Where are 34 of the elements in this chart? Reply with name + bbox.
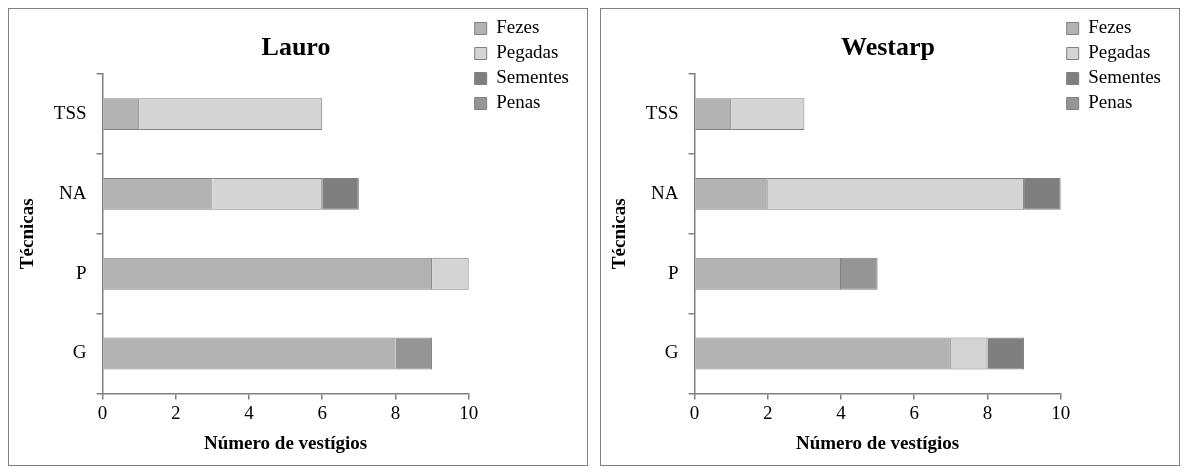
x-tick-label: 8 — [982, 401, 993, 423]
x-tick-label: 0 — [689, 401, 700, 423]
legend-label: Sementes — [496, 66, 570, 88]
x-tick-label: 8 — [390, 401, 401, 423]
y-tick-label: G — [72, 341, 87, 363]
y-tick-label: TSS — [53, 102, 87, 124]
x-tick-label: 2 — [171, 401, 181, 423]
x-tick-label: 10 — [459, 401, 479, 423]
legend-label: Penas — [1088, 91, 1133, 113]
chart-title: Westarp — [841, 32, 935, 62]
y-tick-label: P — [75, 261, 87, 283]
x-tick-label: 6 — [317, 401, 327, 423]
y-tick-label: NA — [59, 181, 87, 203]
legend-label: Fezes — [496, 16, 540, 38]
y-axis-title: Técnicas — [16, 198, 38, 270]
legend-label: Fezes — [1088, 16, 1132, 38]
y-tick-label: P — [667, 261, 679, 283]
x-tick-label: 4 — [244, 401, 255, 423]
x-tick-label: 0 — [97, 401, 108, 423]
legend-label: Pegadas — [1088, 41, 1151, 63]
x-tick-label: 2 — [763, 401, 773, 423]
y-axis-title: Técnicas — [608, 198, 630, 270]
legend-label: Penas — [496, 91, 541, 113]
chart-title: Lauro — [261, 32, 331, 62]
x-tick-label: 10 — [1051, 401, 1071, 423]
legend-label: Pegadas — [496, 41, 559, 63]
x-axis-title: Número de vestígios — [795, 431, 960, 453]
x-tick-label: 6 — [909, 401, 919, 423]
x-tick-label: 4 — [836, 401, 847, 423]
y-tick-label: NA — [651, 181, 679, 203]
legend-label: Sementes — [1088, 66, 1162, 88]
x-axis-title: Número de vestígios — [203, 431, 368, 453]
y-tick-label: TSS — [645, 102, 679, 124]
y-tick-label: G — [664, 341, 679, 363]
